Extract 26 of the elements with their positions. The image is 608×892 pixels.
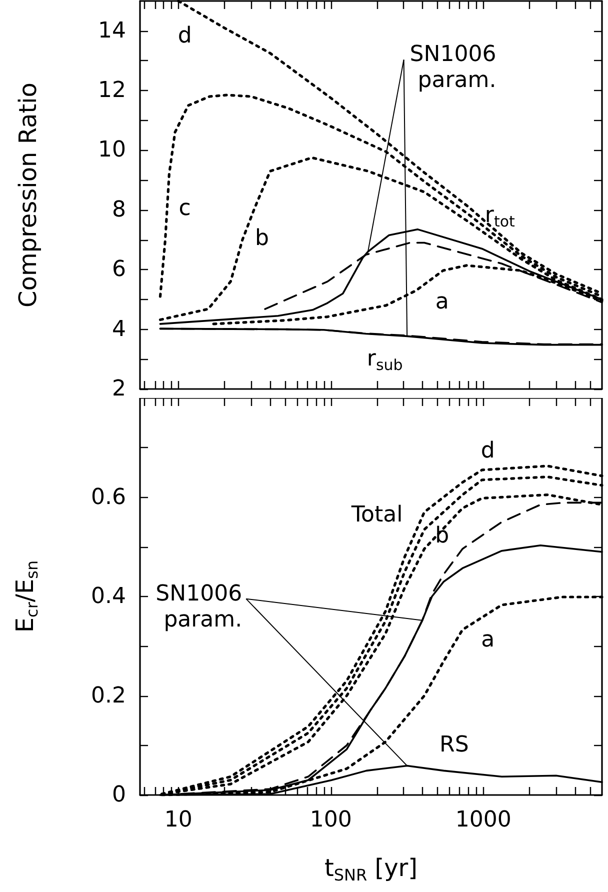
annotation: Total xyxy=(350,502,403,528)
y-axis-title: Compression Ratio xyxy=(14,82,42,308)
y-tick-label: 0.2 xyxy=(91,683,126,708)
y-tick-label: 0.6 xyxy=(91,484,126,510)
annotation: b xyxy=(254,226,269,251)
annotation: d xyxy=(480,438,495,464)
y-tick-label: 12 xyxy=(98,78,126,104)
y-tick-label: 4 xyxy=(112,316,126,342)
annotation: RS xyxy=(440,732,469,758)
y-tick-label: 8 xyxy=(112,197,126,222)
y-tick-label: 6 xyxy=(112,257,126,282)
x-tick-label: 1000 xyxy=(455,808,512,832)
y-tick-label: 0 xyxy=(112,782,126,808)
y-tick-label: 10 xyxy=(98,138,126,163)
annotation: c xyxy=(178,196,191,222)
y-axis-title: Ecr/Esn xyxy=(11,560,42,633)
annotation: SN1006 param. xyxy=(156,581,242,632)
x-tick-label: 100 xyxy=(310,808,352,832)
x-tick-label: 10 xyxy=(164,808,192,832)
y-tick-label: 14 xyxy=(98,18,126,44)
annotation: SN1006 param. xyxy=(410,42,496,94)
y-tick-label: 2 xyxy=(112,376,126,402)
annotation: a xyxy=(435,289,449,314)
annotation: a xyxy=(481,628,495,653)
annotation: d xyxy=(178,23,192,48)
y-tick-label: 0.4 xyxy=(91,584,126,609)
